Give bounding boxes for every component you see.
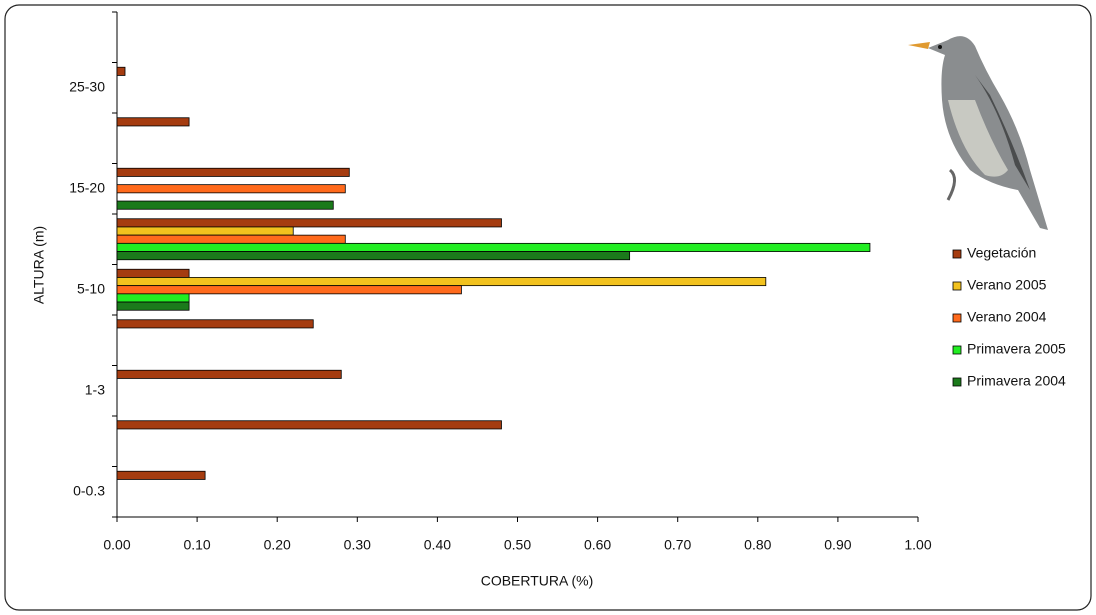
y-tick-label: 25-30 [69,78,105,94]
bar [117,243,870,251]
bar [117,286,461,294]
bar [117,201,333,209]
bar [117,277,766,285]
chart: COBERTURA (%) ALTURA (m) 0.00 0.10 0.20 0.3… [0,0,1096,615]
x-tick-label: 0.20 [264,537,291,553]
x-tick-label: 0.00 [103,537,130,553]
bar [117,252,630,260]
bar [117,320,313,328]
y-tick-label: 0-0.3 [73,482,105,498]
x-tick-label: 0.60 [584,537,611,553]
y-tick-label: 15-20 [69,179,105,195]
legend-swatch [953,314,961,322]
bar [117,219,501,227]
x-tick-label: 0.50 [504,537,531,553]
legend-label: Primavera 2005 [967,341,1066,357]
bar [117,269,189,277]
y-axis-title: ALTURA (m) [31,226,47,304]
bar [117,302,189,310]
bar [117,471,205,479]
bar [117,118,189,126]
bar [117,421,501,429]
bar [117,294,189,302]
legend-label: Vegetación [967,245,1036,261]
bar [117,370,341,378]
x-tick-label: 0.10 [183,537,210,553]
legend-swatch [953,282,961,290]
bar [117,67,125,75]
bar [117,168,349,176]
x-axis-title: COBERTURA (%) [481,573,594,589]
legend-swatch [953,346,961,354]
bar [117,235,345,243]
y-tick-label: 5-10 [77,280,105,296]
legend-swatch [953,378,961,386]
legend-label: Primavera 2004 [967,373,1066,389]
x-tick-label: 0.70 [664,537,691,553]
bar [117,185,345,193]
x-tick-label: 0.30 [344,537,371,553]
x-tick-label: 0.90 [824,537,851,553]
legend-label: Verano 2004 [967,309,1047,325]
legend-label: Verano 2005 [967,277,1047,293]
x-tick-label: 1.00 [904,537,931,553]
y-tick-label: 1-3 [85,381,105,397]
x-tick-label: 0.40 [424,537,451,553]
x-tick-label: 0.80 [744,537,771,553]
legend-swatch [953,250,961,258]
bar [117,227,293,235]
